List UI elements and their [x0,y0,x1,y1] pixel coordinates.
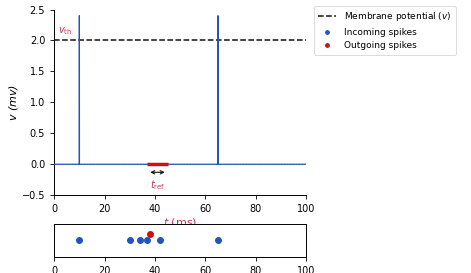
Text: $v_{\mathrm{th}}$: $v_{\mathrm{th}}$ [58,25,72,37]
Y-axis label: $v$ (mv): $v$ (mv) [7,84,20,121]
Text: $t_{\mathrm{ref}}$: $t_{\mathrm{ref}}$ [150,178,165,192]
Legend: Membrane potential ($v$), Incoming spikes, Outgoing spikes: Membrane potential ($v$), Incoming spike… [314,6,455,55]
X-axis label: $t$ (ms): $t$ (ms) [163,216,197,229]
